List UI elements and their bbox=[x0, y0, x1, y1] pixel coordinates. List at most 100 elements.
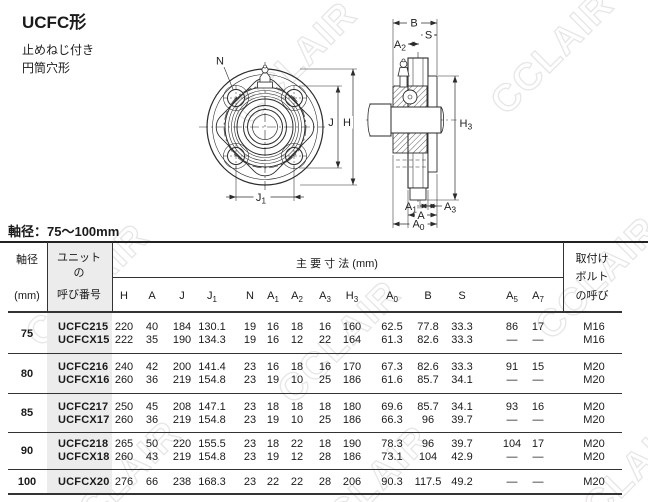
dim-label-a: A bbox=[417, 210, 425, 222]
side-view-drawing bbox=[366, 19, 466, 228]
dim-value-cell: 62.5 bbox=[381, 321, 403, 333]
dim-value-cell: 49.2 bbox=[451, 475, 473, 488]
dim-value-cell: 154.8 bbox=[198, 413, 226, 426]
dim-value-cell: 33.3 bbox=[451, 321, 473, 333]
header-vertical-rule bbox=[112, 242, 113, 312]
dim-value-cell: 36 bbox=[145, 374, 159, 386]
dim-value-cell: 23 bbox=[243, 475, 257, 488]
shaft-col-header: 軸径 bbox=[16, 254, 38, 266]
dim-value-cell: 18 bbox=[266, 400, 280, 413]
unit-number-cell: UCFCX18 bbox=[58, 451, 110, 463]
dim-header-h: H bbox=[120, 290, 128, 302]
dim-label-j: J bbox=[328, 117, 334, 129]
dim-value-cell: 19 bbox=[243, 334, 257, 346]
bolt-size-cell: M20 bbox=[583, 400, 605, 413]
dim-value-cell: 61.3 bbox=[381, 334, 403, 346]
dim-value-cell: 186 bbox=[342, 413, 362, 426]
dim-value-cell: 39.7 bbox=[451, 438, 473, 450]
dim-value-cell: 18 bbox=[290, 361, 304, 373]
bolt-size-cell: M16 bbox=[583, 334, 605, 346]
dim-value-cell: — bbox=[532, 413, 544, 426]
header-vertical-rule bbox=[47, 242, 48, 312]
feature-text-bore: 円筒穴形 bbox=[22, 61, 71, 75]
dim-value-cell: 36 bbox=[145, 413, 159, 426]
dim-value-cell: 220 bbox=[172, 438, 192, 450]
dim-value-cell: 18 bbox=[290, 321, 304, 333]
dim-value-cell: 180 bbox=[342, 400, 362, 413]
dim-value-cell: — bbox=[532, 451, 544, 463]
bolt-holes bbox=[223, 85, 307, 169]
dim-value-cell: 19 bbox=[243, 321, 257, 333]
dim-header-j: J bbox=[179, 290, 185, 302]
dim-value-cell: 260 bbox=[114, 413, 134, 426]
dim-header-a2: A2 bbox=[291, 290, 303, 305]
dim-value-cell: 208 bbox=[172, 400, 192, 413]
dim-header-a1: A1 bbox=[267, 290, 279, 305]
dim-value-cell: 16 bbox=[266, 334, 280, 346]
dim-value-cell: 66.3 bbox=[381, 413, 403, 426]
dim-value-cell: 17 bbox=[531, 438, 545, 450]
dim-value-cell: 69.6 bbox=[381, 400, 403, 413]
row-divider bbox=[8, 469, 622, 470]
dim-value-cell: — bbox=[506, 475, 518, 488]
dim-value-cell: 25 bbox=[318, 413, 332, 426]
dim-value-cell: 22 bbox=[290, 438, 304, 450]
dim-value-cell: 33.3 bbox=[451, 334, 473, 346]
header-bottom-border bbox=[8, 311, 622, 313]
dim-value-cell: 190 bbox=[172, 334, 192, 346]
dim-header-a3: A3 bbox=[319, 290, 331, 305]
main-dimensions-span-header: 主 要 寸 法 (mm) bbox=[296, 258, 378, 270]
header-vertical-rule bbox=[563, 242, 564, 312]
dim-label-a3: A3 bbox=[444, 201, 456, 215]
dim-value-cell: 23 bbox=[243, 451, 257, 463]
dim-value-cell: 12 bbox=[290, 451, 304, 463]
dim-label-n: N bbox=[216, 56, 224, 68]
dim-value-cell: 93 bbox=[505, 400, 519, 413]
dim-value-cell: 238 bbox=[172, 475, 192, 488]
dim-label-s: S bbox=[425, 30, 432, 42]
shaft-diameter-cell: 75 bbox=[20, 327, 34, 340]
dim-value-cell: 73.1 bbox=[381, 451, 403, 463]
dim-value-cell: 23 bbox=[243, 413, 257, 426]
dim-value-cell: 28 bbox=[318, 475, 332, 488]
bearing-rings bbox=[224, 86, 306, 168]
dim-value-cell: — bbox=[506, 334, 518, 346]
dim-value-cell: 22 bbox=[266, 475, 280, 488]
dim-value-cell: 104 bbox=[418, 451, 438, 463]
dim-value-cell: 91 bbox=[505, 361, 519, 373]
dim-value-cell: — bbox=[506, 413, 518, 426]
dim-header-a0: A0 bbox=[386, 290, 398, 305]
dim-value-cell: 45 bbox=[145, 400, 159, 413]
unit-column-shading bbox=[47, 242, 112, 493]
grease-fitting-icon bbox=[257, 64, 273, 89]
dim-value-cell: 190 bbox=[342, 438, 362, 450]
dim-value-cell: 86 bbox=[505, 321, 519, 333]
label-backgrounds bbox=[253, 17, 475, 230]
dim-value-cell: 222 bbox=[114, 334, 134, 346]
dim-value-cell: 82.6 bbox=[417, 361, 439, 373]
unit-col-header: の bbox=[73, 267, 85, 279]
dim-value-cell: 18 bbox=[290, 400, 304, 413]
dim-header-n: N bbox=[246, 290, 254, 302]
dim-header-j1: J1 bbox=[207, 290, 217, 305]
dim-value-cell: 16 bbox=[318, 321, 332, 333]
dim-value-cell: 18 bbox=[266, 438, 280, 450]
dim-value-cell: 25 bbox=[318, 374, 332, 386]
dim-label-a0: A0 bbox=[412, 219, 424, 233]
dim-value-cell: 219 bbox=[172, 413, 192, 426]
unit-number-cell: UCFCX17 bbox=[58, 413, 110, 426]
dim-value-cell: 168.3 bbox=[198, 475, 226, 488]
dim-header-b: B bbox=[424, 290, 432, 302]
dim-value-cell: 77.8 bbox=[417, 321, 439, 333]
row-divider bbox=[8, 353, 622, 354]
unit-number-cell: UCFCX16 bbox=[58, 374, 110, 386]
dim-value-cell: 85.7 bbox=[417, 374, 439, 386]
section-title-shaft-range: 軸径：75～100mm bbox=[8, 224, 120, 239]
dim-header-a: A bbox=[148, 290, 156, 302]
unit-number-cell: UCFC218 bbox=[58, 438, 109, 450]
dim-value-cell: 16 bbox=[266, 361, 280, 373]
dim-value-cell: 19 bbox=[266, 451, 280, 463]
dim-value-cell: 154.8 bbox=[198, 374, 226, 386]
dim-header-a7: A7 bbox=[532, 290, 544, 305]
